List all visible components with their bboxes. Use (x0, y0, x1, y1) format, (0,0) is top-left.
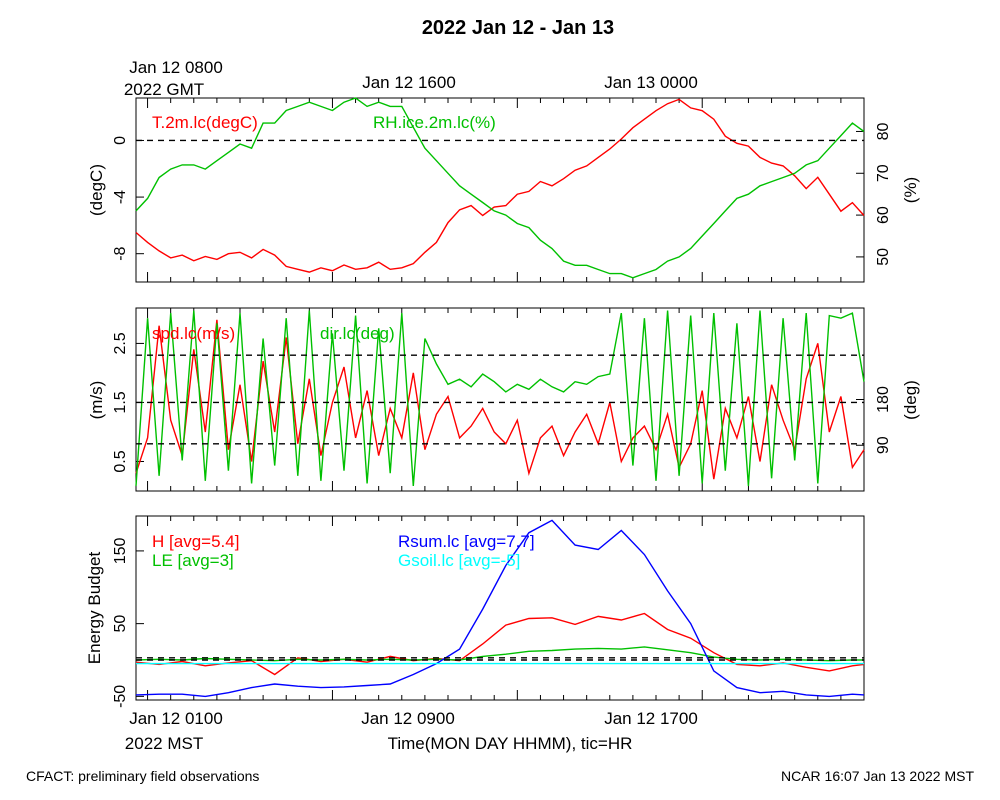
bottom-axis-label-2: Jan 12 1700 (604, 709, 698, 728)
wind-panel: 0.5 1.5 2.5 90 180 (112, 307, 892, 492)
series-line-rh-ice-2m-lc (135, 97, 865, 279)
y-tick-label-left: -4 (112, 190, 129, 204)
bottom-axis-label-start: Jan 12 0100 (129, 709, 223, 728)
panel-frame (135, 515, 865, 701)
bottom-axis-label-1: Jan 12 0900 (361, 709, 455, 728)
legend-le-name: LE (152, 551, 173, 570)
y-tick-label-right: 70 (875, 164, 892, 182)
footer-right: NCAR 16:07 Jan 13 2022 MST (781, 768, 974, 784)
legend-le-avg: [avg=3] (178, 551, 234, 570)
top-axis-year-label: 2022 GMT (124, 80, 204, 99)
legend-h-name: H (152, 532, 164, 551)
series-line-le (135, 646, 864, 662)
legend-rsum-name: Rsum.lc (398, 532, 460, 551)
y-tick-label-left: -8 (112, 246, 129, 260)
legend-gsoil-name: Gsoil.lc (398, 551, 454, 570)
y-tick-label-left: 0.5 (112, 450, 129, 472)
y-tick-label-left: 2.5 (112, 332, 129, 354)
y-tick-label-left: 150 (112, 537, 129, 564)
y-tick-label-left: 50 (112, 615, 129, 633)
legend-rh: RH.ice.2m.lc(%) (373, 113, 496, 132)
series-line-rsum-lc (135, 519, 865, 698)
y-tick-label-right: 80 (875, 122, 892, 140)
y-label-rh: (%) (901, 177, 920, 203)
y-label-speed: (m/s) (87, 381, 106, 420)
y-tick-label-right: 50 (875, 248, 892, 266)
series-line-dir-lc-deg (135, 310, 865, 486)
footer-left: CFACT: preliminary field observations (26, 768, 259, 784)
legend-spd: spd.lc(m/s) (152, 324, 235, 343)
bottom-axis-year-label: 2022 MST (125, 734, 203, 753)
y-tick-label-right: 90 (875, 436, 892, 454)
series-line-h (135, 612, 865, 676)
y-tick-label-right: 60 (875, 206, 892, 224)
legend-h-avg: [avg=5.4] (169, 532, 239, 551)
chart-title: 2022 Jan 12 - Jan 13 (422, 17, 614, 39)
top-axis-label-1: Jan 12 1600 (362, 73, 456, 92)
y-tick-label-left: 1.5 (112, 391, 129, 413)
top-axis-label-2: Jan 13 0000 (604, 73, 698, 92)
top-axis-label-start: Jan 12 0800 (129, 58, 223, 77)
y-label-direction: (deg) (901, 380, 920, 420)
energy-budget-panel: -50 50 150 (112, 515, 865, 708)
y-label-temperature: (degC) (87, 164, 106, 216)
panel-frame (135, 97, 865, 283)
legend-dir: dir.lc(deg) (320, 324, 395, 343)
legend-rsum-avg: [avg=7.7] (464, 532, 534, 551)
legend-rsum: Rsum.lc [avg=7.7] (398, 532, 535, 551)
legend-t2m: T.2m.lc(degC) (152, 113, 258, 132)
legend-h: H [avg=5.4] (152, 532, 239, 551)
series-line-t-2m-lc-degc (135, 98, 865, 273)
y-label-energy: Energy Budget (85, 551, 104, 664)
x-axis-title: Time(MON DAY HHMM), tic=HR (388, 734, 633, 753)
y-tick-label-left: 0 (112, 136, 129, 145)
legend-le: LE [avg=3] (152, 551, 234, 570)
y-tick-label-left: -50 (112, 685, 129, 708)
y-tick-label-right: 180 (875, 386, 892, 413)
legend-gsoil: Gsoil.lc [avg=-5] (398, 551, 520, 570)
temperature-rh-panel: -8 -4 0 50 60 70 80 (112, 97, 892, 283)
legend-gsoil-avg: [avg=-5] (458, 551, 520, 570)
